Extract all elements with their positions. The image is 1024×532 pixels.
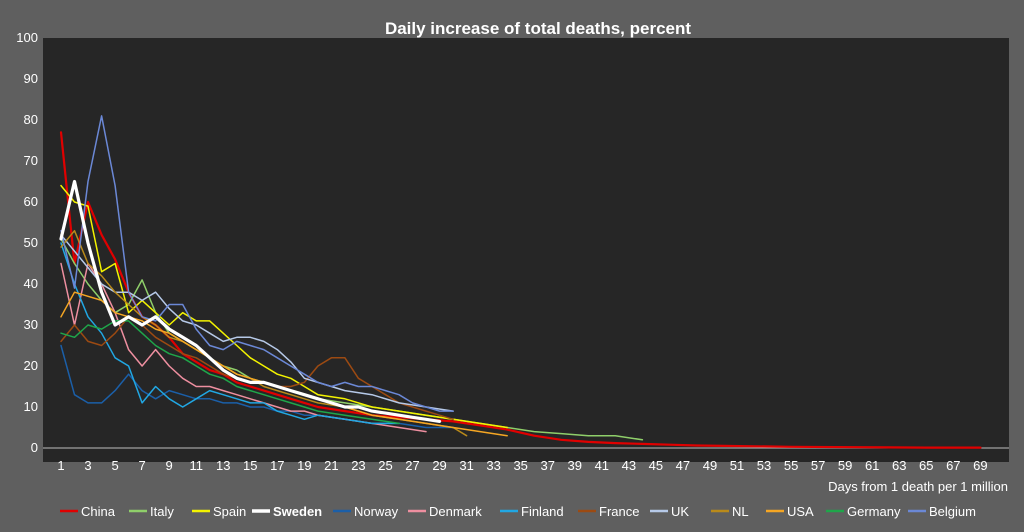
plot-area [43, 38, 1009, 462]
y-tick-label: 0 [31, 440, 38, 455]
series-line-usa [60, 291, 508, 437]
x-tick-label: 67 [946, 458, 960, 473]
x-tick-label: 43 [622, 458, 636, 473]
legend-label-italy: Italy [150, 504, 174, 519]
legend-label-usa: USA [787, 504, 814, 519]
x-tick-label: 3 [84, 458, 91, 473]
x-tick-label: 23 [351, 458, 365, 473]
y-tick-label: 100 [16, 30, 38, 45]
y-tick-label: 10 [24, 399, 38, 414]
x-tick-label: 13 [216, 458, 230, 473]
chart-title: Daily increase of total deaths, percent [385, 19, 691, 38]
legend-label-china: China [81, 504, 116, 519]
x-tick-label: 37 [540, 458, 554, 473]
y-tick-label: 20 [24, 358, 38, 373]
y-axis: 0 10 20 30 40 50 60 70 80 90 100 [16, 30, 38, 455]
x-tick-label: 35 [513, 458, 527, 473]
legend-label-denmark: Denmark [429, 504, 482, 519]
series-line-germany [60, 320, 400, 425]
legend-label-finland: Finland [521, 504, 564, 519]
y-tick-label: 90 [24, 71, 38, 86]
x-tick-label: 29 [432, 458, 446, 473]
x-tick-label: 11 [189, 458, 203, 473]
x-tick-label: 49 [703, 458, 717, 473]
x-tick-label: 17 [270, 458, 284, 473]
x-tick-label: 57 [811, 458, 825, 473]
x-tick-label: 5 [111, 458, 118, 473]
series-line-spain [60, 184, 508, 429]
legend-label-france: France [599, 504, 639, 519]
legend-label-sweden: Sweden [273, 504, 322, 519]
x-tick-label: 39 [568, 458, 582, 473]
legend-label-germany: Germany [847, 504, 901, 519]
x-tick-label: 21 [324, 458, 338, 473]
x-tick-label: 47 [676, 458, 690, 473]
y-tick-label: 30 [24, 317, 38, 332]
x-tick-label: 63 [892, 458, 906, 473]
x-tick-label: 19 [297, 458, 311, 473]
legend-label-spain: Spain [213, 504, 246, 519]
x-tick-label: 53 [757, 458, 771, 473]
x-tick-label: 33 [486, 458, 500, 473]
y-tick-label: 40 [24, 276, 38, 291]
x-tick-label: 65 [919, 458, 933, 473]
x-tick-label: 31 [459, 458, 473, 473]
x-tick-label: 45 [649, 458, 663, 473]
x-tick-label: 51 [730, 458, 744, 473]
series-line-belgium [60, 115, 454, 412]
x-tick-label: 69 [973, 458, 987, 473]
y-tick-label: 50 [24, 235, 38, 250]
legend-label-uk: UK [671, 504, 689, 519]
x-tick-label: 59 [838, 458, 852, 473]
x-tick-label: 7 [139, 458, 146, 473]
x-tick-label: 25 [378, 458, 392, 473]
y-tick-label: 80 [24, 112, 38, 127]
x-tick-label: 1 [57, 458, 64, 473]
x-tick-label: 15 [243, 458, 257, 473]
x-axis: 1 3 5 7 9 11 13 15 17 19 21 23 25 27 29 31 33 35 37 39 41 43 4… [43, 447, 1009, 473]
series-line-finland [60, 242, 400, 425]
x-tick-label: 61 [865, 458, 879, 473]
x-tick-label: 9 [166, 458, 173, 473]
legend: China Italy Spain Sweden Norway Denmark Finlan… [60, 504, 976, 519]
x-tick-label: 27 [405, 458, 419, 473]
y-tick-label: 60 [24, 194, 38, 209]
x-axis-label: Days from 1 death per 1 million [828, 479, 1008, 494]
x-tick-label: 55 [784, 458, 798, 473]
x-tick-label: 41 [595, 458, 609, 473]
series-line-sweden [59, 179, 442, 423]
series-lines [59, 115, 982, 449]
legend-label-nl: NL [732, 504, 749, 519]
legend-label-belgium: Belgium [929, 504, 976, 519]
legend-label-norway: Norway [354, 504, 399, 519]
y-tick-label: 70 [24, 153, 38, 168]
